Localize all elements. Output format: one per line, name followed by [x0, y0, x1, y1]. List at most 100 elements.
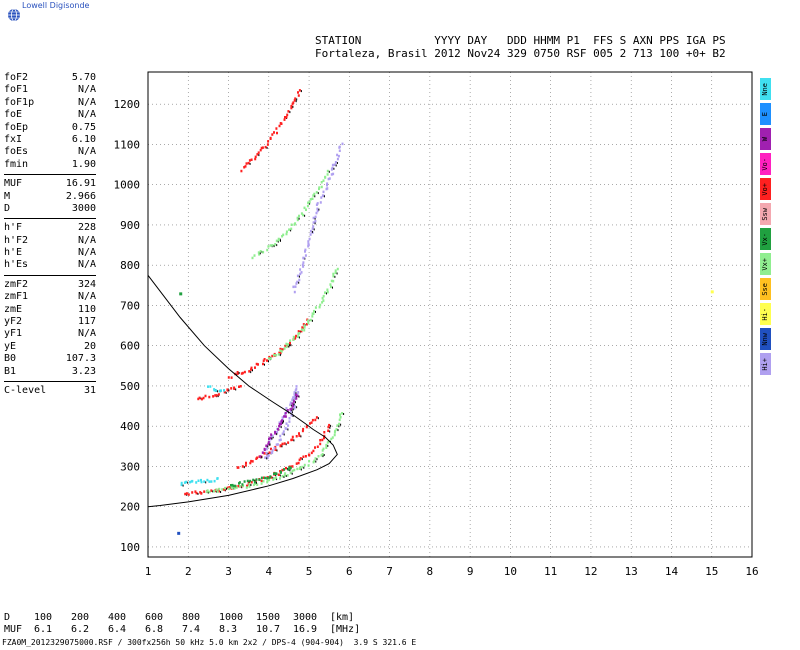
- echo-point: [280, 426, 282, 429]
- echo-point: [318, 305, 321, 309]
- echo-point: [278, 238, 280, 242]
- echo-point: [311, 230, 313, 233]
- echo-point: [265, 444, 268, 447]
- echo-point: [290, 106, 293, 110]
- param-row-fxi: fxI 6.10: [4, 134, 96, 146]
- echo-point: [260, 146, 263, 150]
- echo-point: [309, 233, 312, 236]
- echo-point: [223, 390, 226, 394]
- distance-cell: D: [4, 612, 11, 623]
- echo-point: [293, 391, 296, 394]
- x-tick-label: 1: [145, 565, 152, 578]
- echo-point: [227, 376, 230, 379]
- echo-point: [203, 480, 206, 483]
- echo-point: [314, 446, 316, 449]
- echo-point: [269, 136, 272, 140]
- trace-legend: Nne E W Vo- Vo+ Ssw Vx- Vx+ Sse Hi- Nnw Hi+: [760, 78, 771, 378]
- echo-point: [295, 100, 297, 103]
- echo-point: [222, 488, 225, 491]
- param-group-frequencies: foF2 5.70 foF1 N/A foF1p N/A foE N/A foEp 0.75 fxI…: [4, 72, 96, 171]
- y-tick-label: 200: [120, 501, 140, 514]
- echo-point: [283, 474, 286, 477]
- echo-point: [292, 101, 295, 104]
- echo-point: [304, 455, 307, 458]
- param-row-yf2: yF2 117: [4, 316, 96, 328]
- param-row-d: D 3000: [4, 203, 96, 215]
- y-tick-label: 1200: [114, 98, 141, 111]
- x-tick-label: 13: [625, 565, 638, 578]
- echo-point: [216, 490, 219, 493]
- echo-point: [301, 429, 304, 433]
- param-label: fmin: [4, 158, 29, 170]
- echo-point: [284, 415, 287, 418]
- echo-point: [284, 472, 287, 475]
- echo-point: [287, 424, 290, 427]
- param-row-fof1p: foF1p N/A: [4, 97, 96, 109]
- echo-point: [292, 415, 294, 417]
- echo-point: [292, 105, 294, 108]
- echo-point: [337, 429, 339, 432]
- param-row-yf1: yF1 N/A: [4, 328, 96, 340]
- echo-point: [300, 435, 302, 438]
- muf-cell: [MHz]: [330, 624, 361, 635]
- echo-point: [182, 484, 184, 487]
- echo-point: [261, 146, 264, 149]
- echo-point: [302, 213, 305, 217]
- x-tick-label: 8: [427, 565, 434, 578]
- echo-point: [218, 487, 221, 491]
- param-label: zmE: [4, 303, 23, 315]
- echo-point: [279, 354, 281, 357]
- echo-point: [186, 493, 188, 496]
- echo-point: [323, 436, 325, 440]
- echo-point: [289, 471, 292, 475]
- echo-point: [258, 478, 261, 481]
- echo-point: [235, 388, 237, 391]
- echo-point: [286, 409, 289, 412]
- echo-point: [280, 470, 282, 473]
- legend-label: Vo+: [761, 182, 769, 196]
- echo-point: [326, 288, 329, 291]
- echo-point: [284, 411, 287, 415]
- echo-point: [259, 148, 262, 152]
- echo-trace-4: [259, 393, 300, 459]
- echo-point: [220, 491, 222, 493]
- echo-point: [191, 479, 194, 483]
- echo-point: [278, 422, 281, 426]
- echo-point: [266, 479, 269, 483]
- param-row-zme: zmE 110: [4, 304, 96, 316]
- echo-point: [327, 444, 329, 447]
- param-value: 6.10: [71, 133, 96, 145]
- echo-point: [319, 201, 322, 204]
- echo-point: [226, 487, 227, 490]
- param-label: h'F2: [4, 234, 29, 246]
- echo-point: [295, 462, 298, 465]
- echo-point: [267, 454, 270, 457]
- echo-point: [315, 203, 318, 206]
- echo-point: [195, 481, 198, 484]
- echo-point: [254, 366, 256, 369]
- echo-point: [313, 228, 315, 231]
- echo-point: [316, 207, 319, 211]
- echo-point: [316, 209, 319, 213]
- echo-point: [319, 439, 322, 442]
- echo-point: [218, 490, 221, 493]
- echo-point: [245, 486, 248, 489]
- echo-point: [309, 422, 311, 425]
- echo-point: [197, 492, 199, 495]
- echo-point: [324, 291, 326, 294]
- echo-point: [266, 248, 269, 252]
- echo-point: [293, 439, 295, 442]
- param-label: h'Es: [4, 259, 29, 271]
- echo-point: [259, 455, 262, 458]
- echo-point: [300, 468, 302, 471]
- echo-point: [298, 217, 300, 220]
- echo-point: [195, 491, 198, 495]
- echo-point: [273, 472, 275, 475]
- echo-point: [293, 403, 295, 406]
- echo-point: [295, 435, 298, 438]
- echo-point: [237, 484, 240, 488]
- echo-point: [197, 397, 200, 401]
- echo-point: [276, 449, 278, 452]
- echo-point: [278, 124, 281, 128]
- param-row-zmf2: zmF2 324: [4, 279, 96, 291]
